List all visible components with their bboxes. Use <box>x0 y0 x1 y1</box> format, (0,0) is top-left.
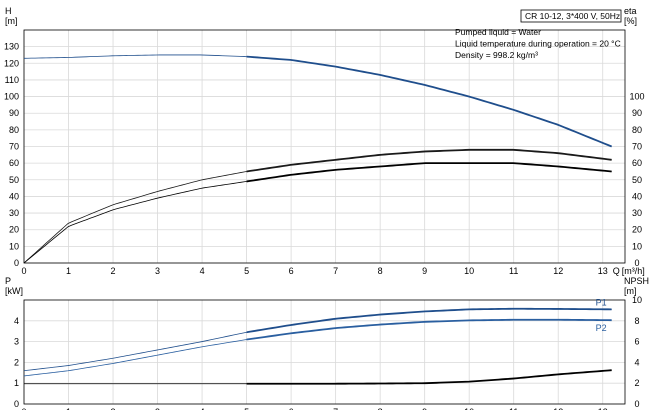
bottom-right-tick-6: 6 <box>634 337 639 347</box>
top-left-tick-10: 10 <box>9 241 19 251</box>
top-x-tick-7: 7 <box>333 266 338 276</box>
bottom-left-tick-1: 1 <box>14 378 19 388</box>
bottom-left-axis-label: P <box>5 276 11 286</box>
bottom-x-tick-13: 13 <box>598 407 608 410</box>
bottom-x-tick-10: 10 <box>464 407 474 410</box>
bottom-right-tick-4: 4 <box>634 357 639 367</box>
top-right-tick-10: 10 <box>632 241 642 251</box>
bottom-left-axis-unit: [kW] <box>5 286 23 296</box>
bottom-x-tick-2: 2 <box>111 407 116 410</box>
bottom-plot-frame <box>23 299 626 405</box>
top-right-tick-70: 70 <box>632 142 642 152</box>
top-left-tick-120: 120 <box>4 58 19 68</box>
top-x-tick-2: 2 <box>111 266 116 276</box>
top-x-tick-12: 12 <box>553 266 563 276</box>
model-title-box <box>520 9 622 23</box>
power-npsh-panel: 012345678910111213012340246810P[kW]NPSH[… <box>5 276 649 410</box>
bottom-series-p1-line <box>23 308 612 372</box>
top-right-tick-90: 90 <box>632 108 642 118</box>
top-right-axis-label: eta <box>624 6 637 16</box>
top-right-tick-50: 50 <box>632 175 642 185</box>
top-x-tick-0: 0 <box>21 266 26 276</box>
top-left-axis-label: H <box>5 6 12 16</box>
top-left-tick-0: 0 <box>14 258 19 268</box>
top-left-tick-90: 90 <box>9 108 19 118</box>
bottom-x-tick-11: 11 <box>509 407 518 410</box>
top-x-tick-5: 5 <box>244 266 249 276</box>
info-line-2: Liquid temperature during operation = 20… <box>455 39 621 49</box>
bottom-x-tick-0: 0 <box>21 407 26 410</box>
top-right-tick-40: 40 <box>632 191 642 201</box>
top-left-tick-110: 110 <box>5 75 19 85</box>
bottom-right-tick-2: 2 <box>634 378 639 388</box>
bottom-x-tick-8: 8 <box>378 407 383 410</box>
bottom-x-tick-7: 7 <box>333 407 338 410</box>
top-x-axis-label: Q <box>613 266 620 276</box>
top-left-axis-unit: [m] <box>5 16 18 26</box>
top-x-tick-13: 13 <box>598 266 608 276</box>
bottom-right-tick-10: 10 <box>632 295 642 305</box>
bottom-right-axis-label: NPSH <box>624 276 649 286</box>
bottom-series-p1-operating-range <box>246 307 612 334</box>
info-line-3: Density = 998.2 kg/m³ <box>455 50 538 60</box>
top-right-tick-100: 100 <box>629 92 644 102</box>
top-series-1-operating-range <box>246 55 612 148</box>
top-series-3-operating-range <box>246 162 612 183</box>
bottom-x-tick-9: 9 <box>422 407 427 410</box>
top-x-axis-unit: [m³/h] <box>622 266 645 276</box>
bottom-x-tick-6: 6 <box>289 407 294 410</box>
top-series-2-operating-range <box>246 148 612 173</box>
top-right-tick-0: 0 <box>634 258 639 268</box>
bottom-x-tick-1: 1 <box>66 407 71 410</box>
top-x-tick-9: 9 <box>422 266 427 276</box>
top-right-tick-20: 20 <box>632 225 642 235</box>
head-efficiency-panel: 0 1 2 3 4 5 6 7 8 9 10 11 12 13 Q [m³/h]010203040506070… <box>4 6 645 276</box>
bottom-right-tick-0: 0 <box>634 399 639 409</box>
top-left-tick-50: 50 <box>9 175 19 185</box>
top-left-tick-80: 80 <box>9 125 19 135</box>
top-left-tick-100: 100 <box>4 92 19 102</box>
top-x-tick-4: 4 <box>200 266 205 276</box>
top-x-tick-3: 3 <box>155 266 160 276</box>
top-x-tick-11: 11 <box>509 266 518 276</box>
bottom-x-tick-3: 3 <box>155 407 160 410</box>
bottom-x-tick-4: 4 <box>200 407 205 410</box>
bottom-series-p1-label: P1 <box>596 297 607 307</box>
bottom-x-tick-12: 12 <box>553 407 563 410</box>
top-plot-frame <box>23 29 626 264</box>
bottom-series-p2-line <box>23 319 612 377</box>
bottom-left-tick-3: 3 <box>14 337 19 347</box>
top-left-tick-130: 130 <box>4 42 19 52</box>
top-right-tick-30: 30 <box>632 208 642 218</box>
top-left-tick-40: 40 <box>9 191 19 201</box>
bottom-right-axis-unit: [m] <box>624 286 637 296</box>
bottom-left-tick-4: 4 <box>14 316 19 326</box>
info-line-1: Pumped liquid = Water <box>455 27 541 37</box>
top-left-tick-30: 30 <box>9 208 19 218</box>
top-left-tick-60: 60 <box>9 158 19 168</box>
top-series-1-line <box>23 54 612 147</box>
top-x-tick-6: 6 <box>289 266 294 276</box>
bottom-right-tick-8: 8 <box>634 316 639 326</box>
top-right-tick-60: 60 <box>632 158 642 168</box>
top-x-tick-8: 8 <box>378 266 383 276</box>
top-left-tick-20: 20 <box>9 225 19 235</box>
top-x-tick-1: 1 <box>66 266 71 276</box>
bottom-x-tick-5: 5 <box>244 407 249 410</box>
bottom-series-p2-label: P2 <box>596 323 607 333</box>
top-left-tick-70: 70 <box>9 142 19 152</box>
bottom-series-3-operating-range <box>246 369 612 385</box>
bottom-left-tick-0: 0 <box>14 399 19 409</box>
top-right-tick-80: 80 <box>632 125 642 135</box>
bottom-left-tick-2: 2 <box>14 357 19 367</box>
bottom-series-p2-operating-range <box>246 318 612 341</box>
model-title: CR 10-12, 3*400 V, 50Hz <box>525 11 620 21</box>
top-x-tick-10: 10 <box>464 266 474 276</box>
top-right-axis-unit: [%] <box>624 16 637 26</box>
